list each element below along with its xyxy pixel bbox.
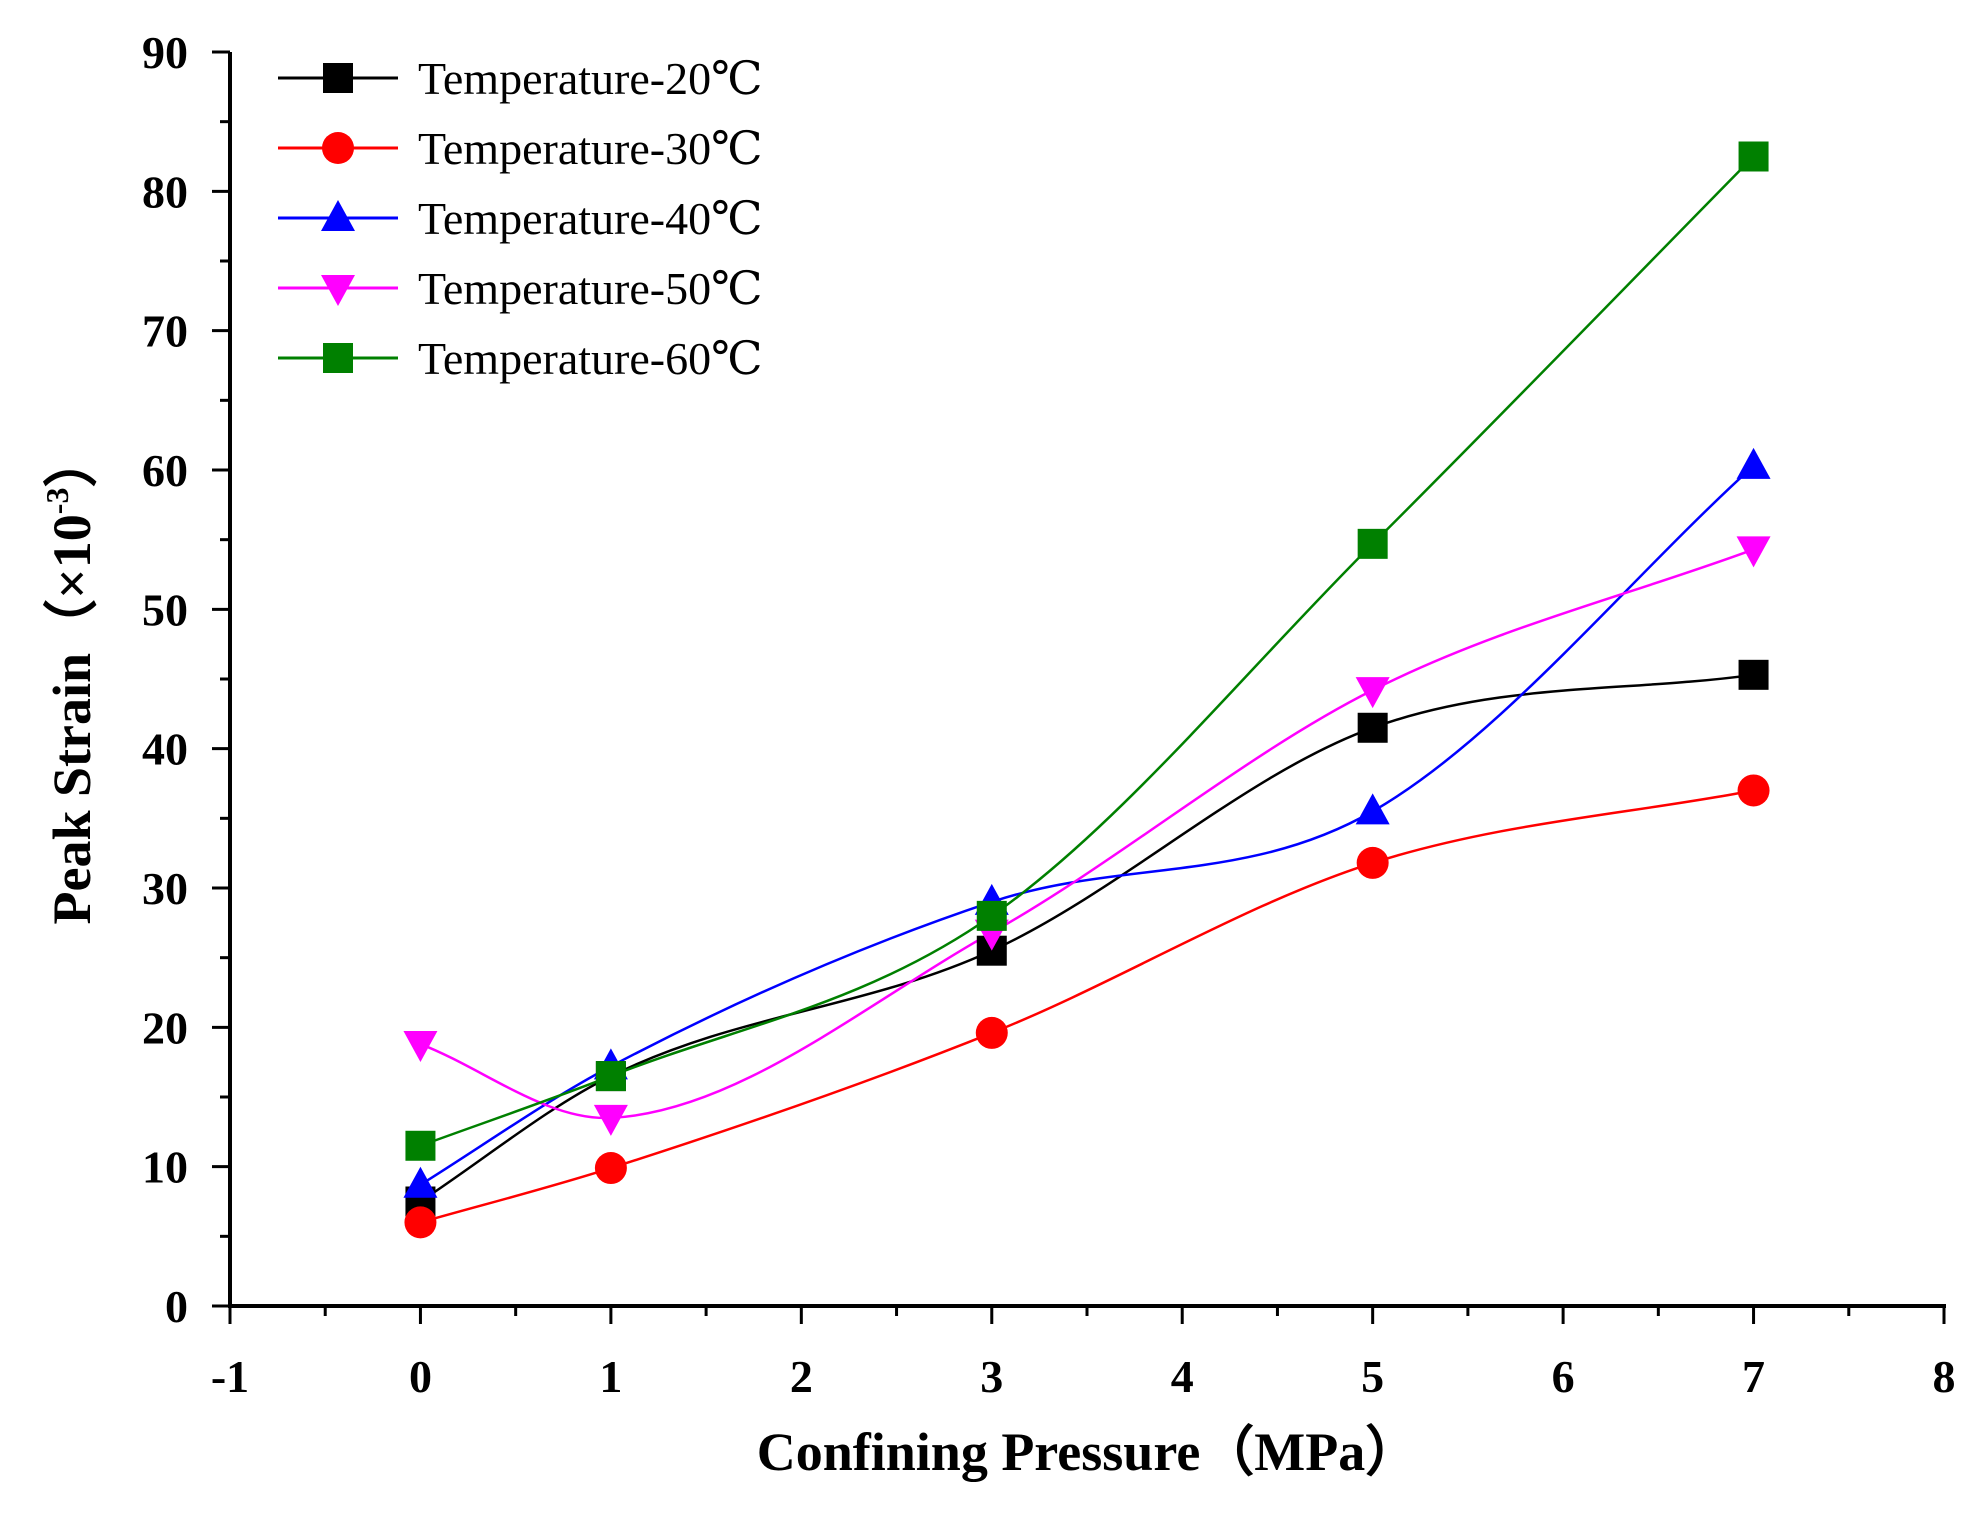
legend-marker [321, 200, 355, 231]
legend-marker [321, 275, 355, 306]
legend-marker [323, 63, 353, 93]
series-curve-3 [419, 464, 1755, 1186]
x-tick-label: 2 [790, 1351, 813, 1402]
x-tick-label: 3 [980, 1351, 1003, 1402]
y-tick-label: 50 [142, 584, 188, 635]
data-point-series-2 [1737, 774, 1770, 807]
y-axis-title-main: Peak Strain（×10 [42, 514, 102, 924]
legend-label: Temperature-40℃ [418, 193, 763, 244]
legend-label: Temperature-30℃ [418, 123, 763, 174]
x-tick-label: 0 [409, 1351, 432, 1402]
data-point-series-5 [1738, 141, 1769, 172]
y-tick-label: 40 [142, 724, 188, 775]
data-point-series-2 [975, 1016, 1008, 1049]
x-tick-label: 5 [1361, 1351, 1384, 1402]
series-markers [403, 141, 1771, 1239]
y-tick-label: 10 [142, 1142, 188, 1193]
y-tick-label: 0 [165, 1281, 188, 1332]
data-point-series-4 [1355, 677, 1390, 709]
y-tick-label: 30 [142, 863, 188, 914]
data-point-series-3 [1355, 793, 1390, 825]
legend-marker [323, 343, 353, 373]
legend-label: Temperature-60℃ [418, 333, 763, 384]
y-tick-label: 20 [142, 1002, 188, 1053]
legend: Temperature-20℃ Temperature-30℃ Temperatur… [278, 53, 763, 384]
series-curve-2 [420, 789, 1754, 1224]
y-axis-title-close: ） [42, 434, 102, 488]
x-tick-label: 7 [1742, 1351, 1765, 1402]
data-point-series-4 [593, 1104, 628, 1136]
y-tick-label: 70 [142, 306, 188, 357]
data-point-series-5 [405, 1130, 436, 1161]
data-point-series-3 [403, 1166, 438, 1198]
data-point-series-2 [1356, 846, 1389, 879]
data-point-series-3 [1736, 447, 1771, 479]
data-point-series-4 [403, 1031, 438, 1063]
x-tick-label: -1 [211, 1351, 249, 1402]
y-tick-label: 60 [142, 445, 188, 496]
data-point-series-1 [1738, 659, 1769, 690]
data-point-series-5 [595, 1061, 626, 1092]
x-tick-label: 8 [1933, 1351, 1956, 1402]
x-tick-label: 1 [599, 1351, 622, 1402]
legend-label: Temperature-50℃ [418, 263, 763, 314]
legend-label: Temperature-20℃ [418, 53, 763, 104]
data-point-series-2 [594, 1152, 627, 1185]
x-axis-title: Confining Pressure（MPa） [757, 1422, 1420, 1482]
y-axis-title-exponent: -3 [39, 488, 75, 515]
x-tick-label: 6 [1552, 1351, 1575, 1402]
legend-marker [322, 132, 354, 164]
x-tick-label: 4 [1171, 1351, 1194, 1402]
data-point-series-2 [404, 1206, 437, 1239]
y-axis-title: Peak Strain（×10-3） [39, 434, 102, 925]
data-point-series-1 [1357, 712, 1388, 743]
y-tick-label: 80 [142, 166, 188, 217]
series-curve-4 [419, 548, 1754, 1120]
data-point-series-5 [976, 900, 1007, 931]
y-tick-label: 90 [142, 27, 188, 78]
data-point-series-4 [1736, 536, 1771, 568]
data-point-series-5 [1357, 528, 1388, 559]
series-curve-1 [419, 673, 1754, 1203]
